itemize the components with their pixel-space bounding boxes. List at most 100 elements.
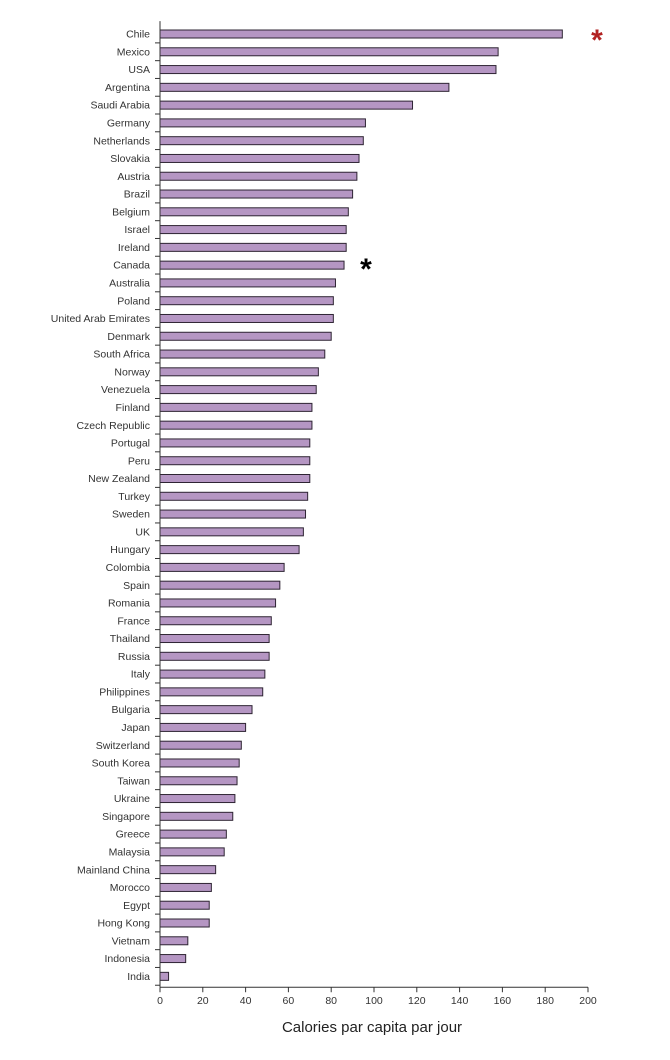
x-tick-label: 100	[365, 995, 383, 1007]
category-label: Israel	[124, 224, 150, 236]
x-tick-label: 0	[157, 995, 163, 1007]
x-axis-title: Calories par capita par jour	[282, 1019, 462, 1036]
asterisk-marker-canada: *	[360, 253, 372, 286]
annotations: **	[360, 24, 603, 286]
category-label: Colombia	[106, 562, 151, 574]
category-label: Morocco	[110, 882, 150, 894]
category-label: UK	[135, 526, 150, 538]
category-label: Greece	[116, 829, 151, 841]
bar-south-korea	[159, 758, 240, 768]
bar-japan	[159, 722, 247, 732]
category-label: Belgium	[112, 206, 150, 218]
x-tick-label: 40	[240, 995, 252, 1007]
category-label: Brazil	[124, 189, 150, 201]
bar-venezuela	[159, 385, 317, 395]
category-label: Mexico	[117, 46, 150, 58]
bar-austria	[159, 171, 358, 181]
category-label: Japan	[121, 722, 150, 734]
category-label: Malaysia	[109, 846, 151, 858]
x-tick-label: 200	[579, 995, 597, 1007]
category-label: Australia	[109, 278, 150, 290]
x-tick-label: 20	[197, 995, 209, 1007]
category-label: Argentina	[105, 82, 150, 94]
bar-singapore	[159, 811, 234, 821]
axes	[159, 21, 588, 988]
bar-argentina	[159, 82, 450, 92]
bar-israel	[159, 225, 347, 235]
category-label: Chile	[126, 29, 150, 41]
bar-chile	[159, 29, 563, 39]
bar-netherlands	[159, 136, 364, 146]
category-label: Denmark	[107, 331, 150, 343]
x-tick-label: 120	[408, 995, 426, 1007]
bar-philippines	[159, 687, 264, 697]
bar-taiwan	[159, 776, 238, 786]
category-label: Philippines	[99, 686, 150, 698]
bar-italy	[159, 669, 266, 679]
bar-hungary	[159, 545, 300, 555]
bar-colombia	[159, 562, 285, 572]
category-label: Saudi Arabia	[90, 100, 150, 112]
bar-india	[159, 971, 170, 981]
bar-thailand	[159, 634, 270, 644]
bar-canada	[159, 260, 345, 270]
category-label: Norway	[114, 366, 150, 378]
bar-vietnam	[159, 936, 189, 946]
bar-portugal	[159, 438, 311, 448]
bar-new-zealand	[159, 474, 311, 483]
category-label: Romania	[108, 598, 150, 610]
category-label: Ukraine	[114, 793, 150, 805]
bar-egypt	[159, 900, 210, 910]
category-label: Singapore	[102, 811, 150, 823]
category-label: Sweden	[112, 509, 150, 521]
bar-switzerland	[159, 740, 242, 750]
bar-finland	[159, 402, 313, 412]
category-label: Switzerland	[96, 740, 150, 752]
bar-poland	[159, 296, 334, 306]
x-axis-ticks: 0 20 40 60 80 100 120 140 160 180 200	[157, 987, 597, 1007]
bar-spain	[159, 580, 281, 590]
category-label: Peru	[128, 455, 150, 467]
category-labels: Chile Mexico USA Argentina Saudi Arabia Germa…	[51, 29, 151, 983]
category-label: Slovakia	[110, 153, 150, 165]
category-label: India	[127, 971, 150, 983]
category-label: South Korea	[92, 758, 151, 770]
bar-mexico	[159, 47, 499, 57]
bar-australia	[159, 278, 336, 288]
bar-peru	[159, 456, 311, 466]
bar-belgium	[159, 207, 349, 217]
category-label: Turkey	[118, 491, 150, 503]
category-label: Taiwan	[117, 775, 150, 787]
category-label: Austria	[117, 171, 150, 183]
category-label: Bulgaria	[111, 704, 150, 716]
category-label: Venezuela	[101, 384, 150, 396]
category-label: Canada	[113, 260, 150, 272]
bar-saudi-arabia	[159, 100, 414, 110]
category-label: South Africa	[93, 349, 150, 361]
category-label: Egypt	[123, 900, 150, 912]
category-label: Spain	[123, 580, 150, 592]
bar-south-africa	[159, 349, 326, 359]
bar-ukraine	[159, 794, 236, 804]
bar-mainland-china	[159, 865, 217, 875]
category-label: France	[117, 615, 150, 627]
bar-usa	[159, 65, 497, 75]
bar-sweden	[159, 509, 307, 519]
category-label: Mainland China	[77, 864, 150, 876]
bar-norway	[159, 367, 319, 377]
category-label: Russia	[118, 651, 150, 663]
bar-united-arab-emirates	[159, 313, 334, 323]
bar-greece	[159, 829, 227, 839]
asterisk-marker-chile: *	[591, 24, 603, 57]
bar-denmark	[159, 331, 332, 341]
bar-brazil	[159, 189, 354, 199]
x-tick-label: 160	[494, 995, 512, 1007]
bar-france	[159, 616, 272, 626]
category-label: Ireland	[118, 242, 150, 254]
bar-bulgaria	[159, 705, 253, 715]
x-tick-label: 80	[325, 995, 337, 1007]
bar-czech-republic	[159, 420, 313, 430]
bars-layer	[155, 29, 563, 986]
bar-morocco	[159, 882, 212, 892]
